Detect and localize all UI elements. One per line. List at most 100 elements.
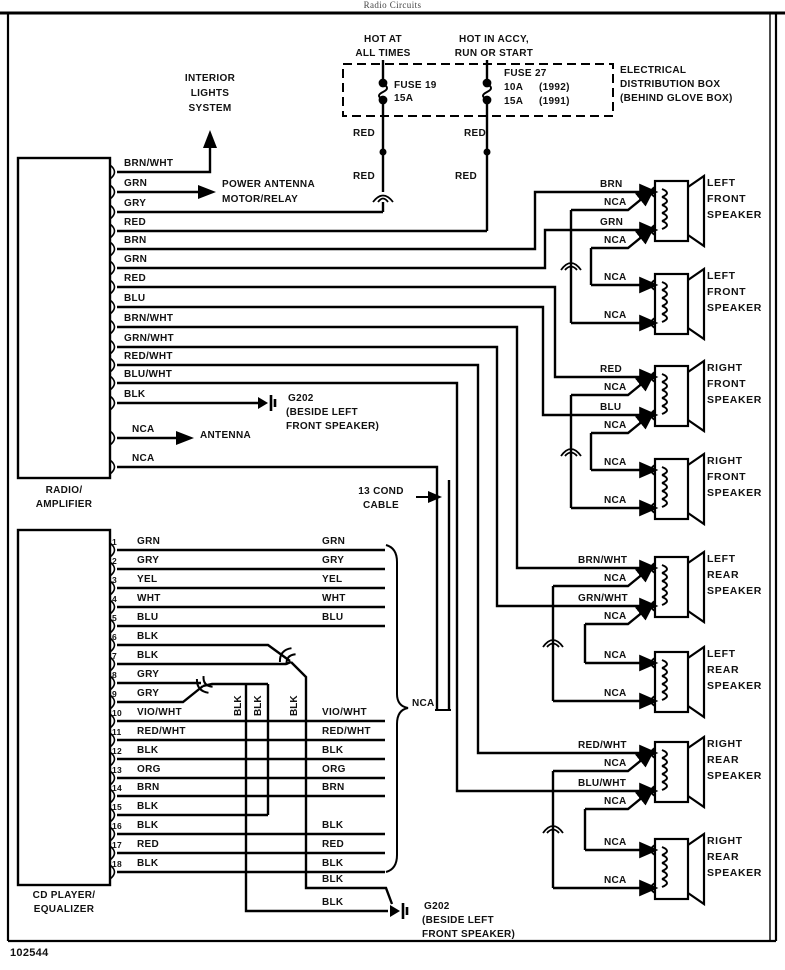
cd-pin-color-label: ORG [137,764,161,775]
speaker-name: LEFT [707,177,736,189]
wire-path [109,751,116,767]
cd-cable-color-label: BLU [322,612,344,623]
power-antenna-arrow-icon [198,185,216,199]
wire-path [109,184,116,200]
speaker-name: RIGHT [707,835,743,847]
cd-cable-color-label: BRN [322,782,345,793]
ground-wire-label: BLK [322,897,344,908]
cd-pin-number: 10 [112,708,123,718]
radio-amplifier-box [16,156,112,480]
cd-pin-color-label: BLK [137,650,159,661]
radio-wire-label: GRN/WHT [124,333,174,344]
speaker-name: SPEAKER [707,209,762,221]
wire-path [109,637,116,653]
speaker-symbol [649,359,706,433]
radio-wire-label: RED/WHT [124,351,173,362]
speaker-name: SPEAKER [707,585,762,597]
radio-wire-label: BRN [124,235,147,246]
fuse-name: FUSE 27 [504,68,547,79]
speaker-name: RIGHT [707,362,743,374]
interior-lights-arrow-icon [203,130,217,148]
wire-path [109,864,116,880]
cd-player-box [16,528,112,887]
inline-connector-icon [542,262,582,834]
radio-wire-label: NCA [132,424,155,435]
cd-pin-number: 16 [112,821,123,831]
speaker-wire-label: NCA [604,235,627,246]
radio-wire-label: GRY [124,198,147,209]
speaker-wire-label: GRN [600,217,624,228]
wire-path [109,807,116,823]
antenna-arrow-icon [176,431,194,445]
antenna-label: ANTENNA [200,430,251,441]
speaker-wire-label: NCA [604,875,627,886]
ground-label: G202 [424,901,450,912]
cd-pin-number: 5 [112,613,118,623]
cd-pin-number: 1 [112,537,118,547]
cable-label: CABLE [363,500,399,511]
ground-label: G202 [288,393,314,404]
speaker-wire-label: NCA [604,758,627,769]
cd-pin-number: 11 [112,727,122,737]
wire-path [109,599,116,615]
wire-path [109,223,116,239]
cd-cable-color-label: GRN [322,536,346,547]
wire-color-label: RED [353,128,376,139]
radio-amplifier-label: RADIO/ [45,485,83,496]
cd-pin-color-label: BLK [137,745,159,756]
speaker-wire-label: NCA [604,197,627,208]
cable-bundle-brace [385,544,409,873]
speaker-wire-label: NCA [604,650,627,661]
cd-pin-color-label: BLK [137,858,159,869]
speaker-wire-label: BRN [600,179,623,190]
wire-path [109,713,116,729]
wire-path [109,580,116,596]
cd-pin-color-label: YEL [137,574,158,585]
speaker-nca-wires [551,187,659,897]
distribution-box-outline [342,63,614,117]
fuse-27-symbol [482,60,492,231]
cd-pin-number: 6 [112,632,118,642]
wire-path [109,845,116,861]
cd-cable-color-label: RED/WHT [322,726,371,737]
inline-connector-icon [195,675,213,694]
cd-pin-number: 15 [112,802,123,812]
cd-cable-color-label: GRY [322,555,345,566]
ground-label: FRONT SPEAKER) [422,929,516,940]
page-title: Radio Circuits [363,0,422,10]
fuse-19-symbol [378,60,388,192]
speaker-symbol [649,267,706,341]
wire-path [109,260,116,276]
speaker-wire-label: RED/WHT [578,740,627,751]
fuse-rating-year: (1991) [539,96,570,107]
wire-path [109,375,116,391]
interior-lights-label: INTERIOR [184,73,236,84]
ground-label: (BESIDE LEFT [422,915,494,926]
wire-color-label: RED [353,171,376,182]
radio-amplifier-label: AMPLIFIER [35,499,93,510]
vertical-wire-label: BLK [253,695,264,716]
speaker-wire-label: NCA [604,611,627,622]
wire-path [109,357,116,373]
wire-path [109,618,116,634]
ground-symbol-g202-top [258,395,277,411]
cd-cable-color-label: BLK [322,745,344,756]
radio-wire-label: BLU [124,293,146,304]
feed-label: HOT IN ACCY, [459,34,529,45]
fuse-name: FUSE 19 [394,80,437,91]
wire-path [109,770,116,786]
wire-path [109,279,116,295]
inline-connector-icon [372,194,394,203]
wire-path [109,241,116,257]
ground-symbol-g202-bottom [390,903,409,919]
cd-pin-color-label: WHT [137,593,161,604]
cd-player-label: EQUALIZER [33,904,95,915]
speaker-name: REAR [707,851,740,863]
speaker-symbol [649,550,706,624]
distribution-box-label: ELECTRICAL [620,65,687,76]
cd-pin-number: 3 [112,575,118,585]
cd-pin-number: 14 [112,783,123,793]
feed-label: RUN OR START [454,48,534,59]
speaker-name: LEFT [707,553,736,565]
